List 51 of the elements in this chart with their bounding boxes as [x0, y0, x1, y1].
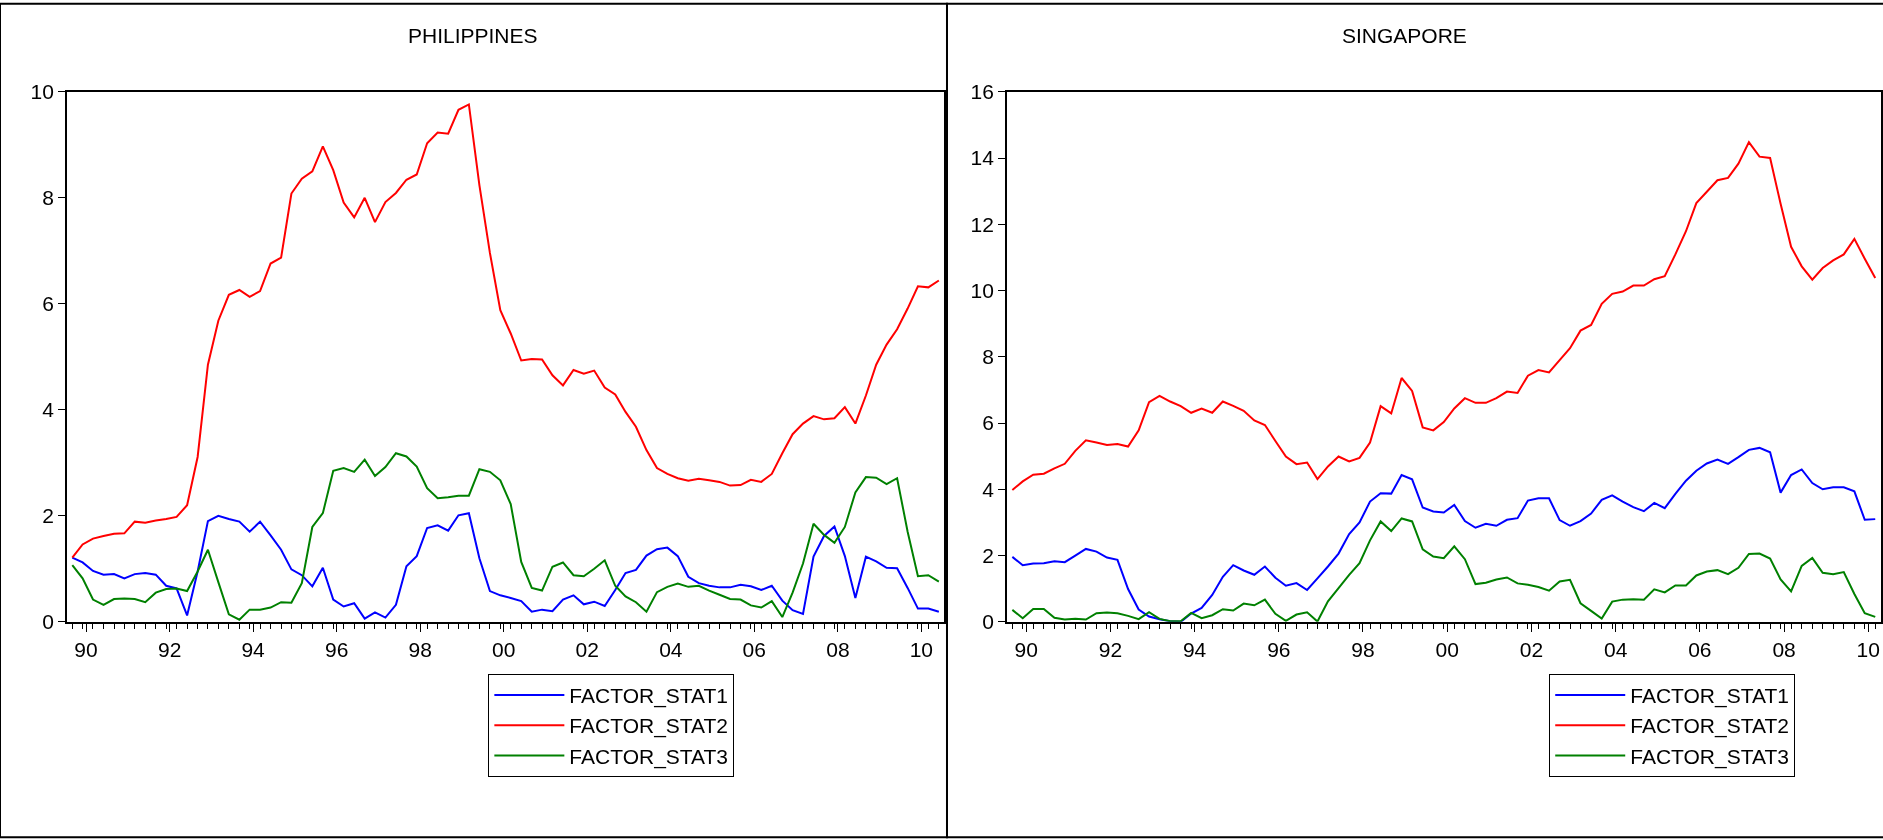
x-tick-label: 96: [1267, 637, 1291, 661]
y-tick-label: 16: [970, 80, 994, 104]
x-tick-label: 90: [74, 637, 98, 661]
legend-label: FACTOR_STAT1: [1630, 684, 1789, 709]
x-tick-label: 04: [659, 637, 683, 661]
y-tick-label: 8: [982, 345, 994, 369]
x-tick-label: 94: [241, 637, 266, 661]
y-tick-label: 6: [42, 292, 54, 316]
line-series: [1011, 141, 1877, 491]
y-tick-label: 8: [42, 186, 54, 210]
y-tick-label: 10: [970, 278, 994, 302]
x-tick-label: 02: [1519, 637, 1544, 661]
x-tick-label: 06: [742, 637, 766, 661]
x-tick-label: 98: [1351, 637, 1375, 661]
legend-label: FACTOR_STAT1: [569, 684, 729, 709]
y-tick-label: 6: [982, 411, 994, 435]
line-series: [1011, 446, 1877, 622]
x-tick-label: 94: [1182, 637, 1207, 661]
x-tick-label: 00: [492, 637, 516, 661]
x-tick-label: 92: [1098, 637, 1123, 661]
x-tick-label: 02: [575, 637, 599, 661]
line-series: [71, 103, 940, 559]
x-tick-label: 98: [408, 637, 432, 661]
line-series: [71, 512, 940, 620]
y-tick-label: 0: [982, 610, 994, 634]
y-tick-label: 12: [970, 212, 994, 236]
legend-label: FACTOR_STAT3: [569, 744, 729, 769]
x-tick-label: 08: [826, 637, 850, 661]
legend-label: FACTOR_STAT3: [1630, 744, 1789, 769]
x-tick-label: 10: [1856, 637, 1880, 661]
chart-title: SINGAPORE: [1342, 24, 1467, 47]
x-tick-label: 10: [909, 637, 934, 661]
y-tick-label: 4: [42, 398, 55, 422]
legend-label: FACTOR_STAT2: [569, 714, 729, 739]
x-tick-label: 06: [1688, 637, 1712, 661]
y-tick-label: 2: [42, 504, 54, 528]
y-tick-label: 4: [982, 477, 995, 501]
legend-label: FACTOR_STAT2: [1630, 714, 1789, 739]
x-tick-label: 90: [1014, 637, 1038, 661]
x-tick-label: 92: [157, 637, 182, 661]
chart-title: PHILIPPINES: [408, 24, 538, 47]
x-tick-label: 08: [1772, 637, 1796, 661]
x-tick-label: 00: [1435, 637, 1459, 661]
y-tick-label: 10: [30, 80, 54, 104]
x-tick-label: 04: [1603, 637, 1628, 661]
line-series: [1011, 517, 1877, 622]
y-tick-label: 0: [42, 610, 54, 634]
x-tick-label: 96: [325, 637, 349, 661]
line-series: [71, 452, 940, 621]
y-tick-label: 2: [982, 543, 994, 567]
y-tick-label: 14: [970, 146, 995, 170]
